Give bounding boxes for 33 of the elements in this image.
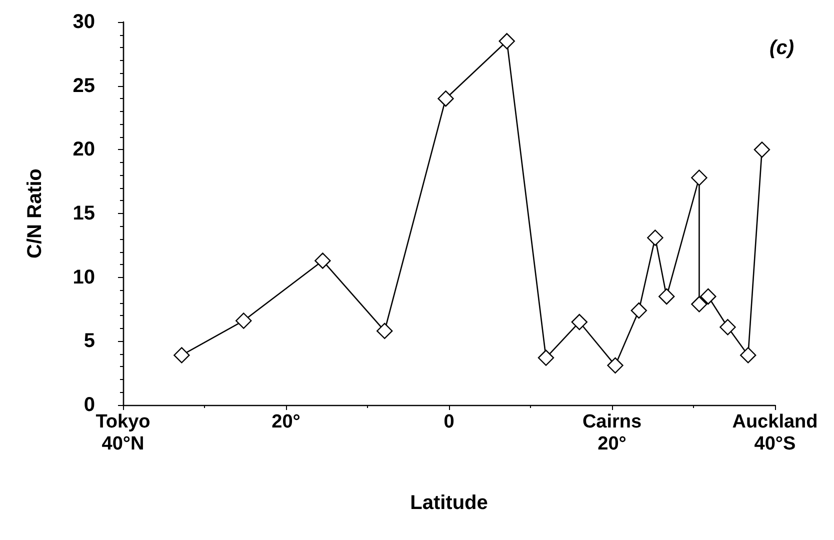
point [607, 357, 624, 374]
point [236, 312, 252, 329]
point [740, 347, 756, 364]
point [571, 314, 588, 330]
x-tick-label: 20° [272, 412, 300, 432]
annotation: (c) [770, 37, 794, 59]
point [376, 322, 393, 340]
point [754, 142, 770, 158]
point [658, 288, 675, 305]
point [538, 350, 554, 366]
point [700, 288, 716, 305]
y-tick-label: 15 [72, 202, 95, 224]
x-tick-label: Cairns 20° [582, 412, 642, 454]
point [438, 90, 454, 107]
point [720, 319, 736, 336]
point [647, 230, 664, 246]
point [630, 302, 647, 319]
y-tick-label: 10 [72, 266, 95, 288]
y-tick-label: 30 [72, 11, 95, 33]
point [314, 252, 331, 269]
point [691, 296, 708, 312]
point [174, 347, 190, 364]
x-axis-title: Latitude [410, 492, 488, 514]
point [498, 33, 515, 50]
y-tick-label: 20 [72, 138, 95, 161]
y-tick-label: 0 [84, 394, 95, 416]
y-axis-title: C/N Ratio [24, 168, 46, 258]
point [691, 170, 708, 186]
x-tick-label: Auckland 40°S [732, 412, 818, 454]
y-tick-label: 25 [72, 74, 95, 97]
y-tick-label: 5 [84, 330, 95, 352]
x-tick-label: 0 [444, 412, 454, 432]
x-tick-label: Tokyo 40°N [96, 412, 150, 454]
